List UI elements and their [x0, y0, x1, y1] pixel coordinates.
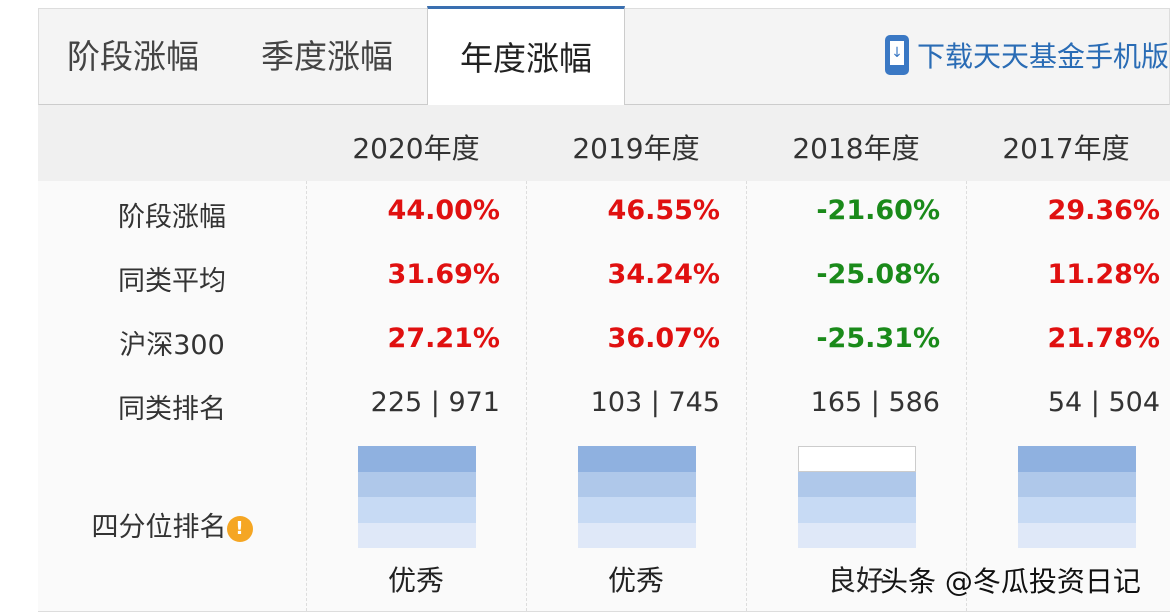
quartile-band — [1018, 497, 1136, 523]
quartile-band — [358, 497, 476, 523]
divider — [306, 181, 307, 611]
quartile-label: 四分位排名! — [38, 505, 306, 544]
row-label: 同类平均 — [118, 266, 226, 297]
watermark: 头条 @冬瓜投资日记 — [880, 565, 1141, 598]
download-app-label: 下载天天基金手机版 — [916, 40, 1169, 73]
rank-value: 103 | 745 — [590, 387, 720, 418]
quartile-band — [578, 471, 696, 497]
return-value: 21.78% — [1047, 323, 1160, 354]
return-value: -25.08% — [816, 259, 940, 290]
return-value: -21.60% — [816, 195, 940, 226]
quartile-band — [578, 446, 696, 472]
year-header: 2020年度 — [352, 132, 480, 165]
quartile-band — [358, 522, 476, 548]
return-value: 34.24% — [607, 259, 720, 290]
tab-quarterly-change[interactable]: 季度涨幅 — [261, 37, 393, 76]
row-label: 阶段涨幅 — [118, 202, 226, 233]
quartile-bar — [798, 446, 916, 548]
row-label: 同类排名 — [118, 394, 226, 425]
row-label: 沪深300 — [119, 330, 225, 361]
return-value: 36.07% — [607, 323, 720, 354]
quartile-band — [798, 471, 916, 497]
return-value: 46.55% — [607, 195, 720, 226]
quartile-band — [578, 497, 696, 523]
quartile-band — [358, 471, 476, 497]
quartile-bar — [358, 446, 476, 548]
quartile-band — [578, 522, 696, 548]
quartile-band — [1018, 471, 1136, 497]
year-header: 2019年度 — [572, 132, 700, 165]
tab-stage-change[interactable]: 阶段涨幅 — [67, 37, 199, 76]
quartile-band — [798, 522, 916, 548]
return-value: -25.31% — [816, 323, 940, 354]
return-value: 29.36% — [1047, 195, 1160, 226]
download-app-link[interactable]: 下载天天基金手机版 — [884, 35, 1169, 75]
divider — [746, 181, 747, 611]
quartile-bar — [578, 446, 696, 548]
return-value: 44.00% — [387, 195, 500, 226]
rank-value: 165 | 586 — [810, 387, 940, 418]
tab-annual-change[interactable]: 年度涨幅 — [427, 6, 625, 109]
return-value: 27.21% — [387, 323, 500, 354]
return-value: 31.69% — [387, 259, 500, 290]
year-header: 2017年度 — [1002, 132, 1130, 165]
tab-bar: 阶段涨幅 季度涨幅 年度涨幅 下载天天基金手机版 — [38, 6, 1170, 109]
quartile-band — [358, 446, 476, 472]
year-header: 2018年度 — [792, 132, 920, 165]
return-value: 11.28% — [1047, 259, 1160, 290]
phone-download-icon — [884, 35, 909, 75]
divider — [966, 181, 967, 611]
info-icon[interactable]: ! — [226, 515, 253, 542]
quartile-rating: 优秀 — [607, 564, 664, 597]
quartile-rating: 优秀 — [387, 564, 444, 597]
quartile-band — [798, 446, 916, 472]
quartile-rating: 良好 — [827, 564, 884, 597]
divider — [526, 181, 527, 611]
rank-value: 225 | 971 — [370, 387, 500, 418]
rank-value: 54 | 504 — [1047, 387, 1160, 418]
annual-table: 四分位排名! 阶段涨幅 44.00% 46.55% -21.60% 29.36% 同类平均… — [38, 181, 1170, 612]
table-header: 2020年度 2019年度 2018年度 2017年度 — [38, 105, 1170, 181]
quartile-band — [1018, 446, 1136, 472]
quartile-bar — [1018, 446, 1136, 548]
quartile-band — [1018, 522, 1136, 548]
quartile-band — [798, 497, 916, 523]
